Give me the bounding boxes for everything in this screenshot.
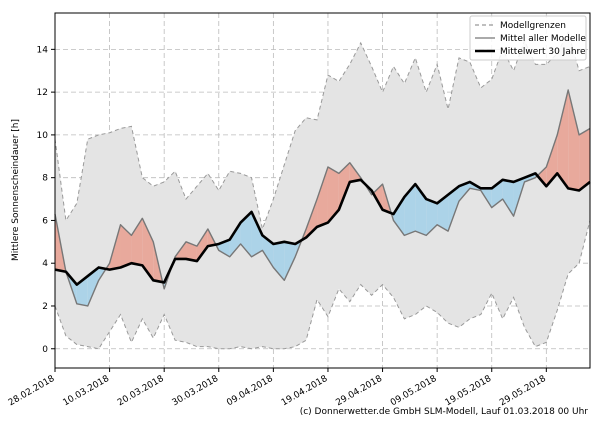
difference-fill — [317, 166, 328, 227]
difference-fill — [426, 199, 438, 236]
difference-fill — [437, 194, 449, 232]
x-tick-label: 30.03.2018 — [171, 374, 221, 409]
difference-fill — [537, 166, 547, 187]
difference-fill — [458, 181, 470, 202]
difference-fill — [196, 228, 208, 262]
x-tick-label: 10.03.2018 — [61, 374, 111, 409]
difference-fill — [142, 218, 154, 281]
x-tick-label: 09.05.2018 — [389, 374, 439, 409]
difference-fill — [338, 162, 350, 210]
x-tick-label: 20.03.2018 — [116, 374, 166, 409]
difference-fill — [579, 128, 590, 191]
difference-fill — [502, 179, 514, 217]
y-tick-label: 0 — [42, 345, 48, 355]
y-tick-label: 10 — [37, 131, 49, 141]
legend: Modellgrenzen Mittel aller Modelle Mittelw… — [469, 15, 587, 61]
x-tick-label: 28.02.2018 — [7, 374, 57, 409]
difference-fill — [557, 89, 569, 189]
y-tick-label: 2 — [42, 302, 48, 312]
x-tick-label: 09.04.2018 — [225, 374, 275, 409]
difference-fill — [404, 184, 416, 236]
legend-box — [469, 15, 587, 61]
x-tick-label: 19.04.2018 — [280, 374, 330, 409]
y-axis-label: Mittlere Sonnenscheindauer [h] — [11, 119, 21, 261]
difference-fill — [568, 89, 580, 191]
x-tick-label: 19.05.2018 — [444, 374, 494, 409]
legend-label: Modellgrenzen — [500, 21, 566, 31]
difference-fill — [284, 241, 296, 281]
y-tick-label: 12 — [37, 88, 48, 98]
x-tick-label: 29.04.2018 — [334, 374, 384, 409]
y-tick-label: 4 — [42, 259, 48, 269]
difference-fill — [229, 222, 241, 257]
footer: (c) Donnerwetter.de GmbH SLM-Modell, Lau… — [300, 407, 589, 417]
legend-label: Mittelwert 30 Jahre — [500, 47, 586, 57]
difference-fill — [327, 166, 339, 223]
y-tick-label: 14 — [37, 45, 49, 55]
x-tick-label: 29.05.2018 — [498, 374, 548, 409]
climate-mean-line — [54, 172, 591, 286]
model-mean-line — [54, 89, 591, 307]
model-bound-line — [54, 30, 591, 231]
difference-fill — [120, 224, 132, 268]
model-bound-line — [54, 220, 591, 350]
difference-fill — [448, 186, 459, 232]
difference-fill — [273, 241, 285, 281]
difference-fill — [87, 267, 99, 306]
legend-label: Mittel aller Modelle — [500, 34, 586, 44]
difference-fill — [186, 241, 197, 262]
difference-fill — [393, 196, 405, 236]
difference-fill — [251, 211, 263, 257]
y-tick-label: 8 — [42, 174, 48, 184]
plot-frame — [54, 12, 591, 369]
difference-fill — [240, 211, 252, 257]
difference-fill — [131, 218, 143, 266]
difference-fill — [546, 134, 558, 187]
y-tick-label: 6 — [42, 216, 48, 226]
